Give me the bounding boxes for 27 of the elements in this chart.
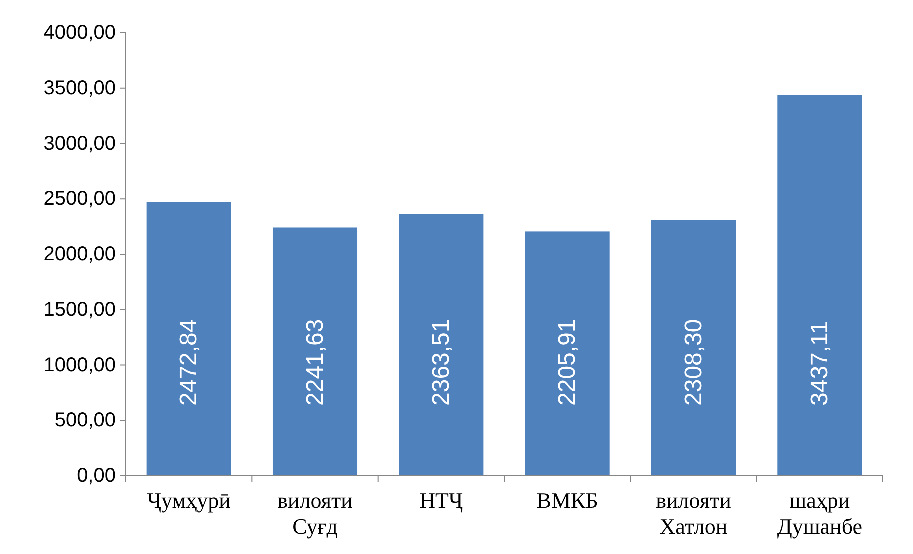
x-tick-label: ВМКБ	[536, 488, 598, 513]
x-tick-label: вилояти Суғд	[278, 488, 354, 539]
x-tick-label: вилояти Хатлон	[656, 488, 732, 539]
bar	[525, 232, 610, 476]
y-tick-label: 1500,00	[44, 298, 116, 321]
y-tick-label: 4000,00	[44, 22, 116, 44]
bar	[146, 202, 232, 476]
data-label: 2308,30	[680, 319, 708, 406]
bar	[651, 220, 736, 476]
y-tick-label: 2000,00	[44, 244, 116, 266]
bar	[778, 95, 862, 476]
data-label: 2241,63	[302, 319, 329, 406]
data-label: 2205,91	[554, 319, 582, 406]
x-tick-label: Ҷумҳурӣ	[147, 488, 232, 513]
data-label: 2363,51	[428, 319, 455, 406]
bar	[399, 214, 484, 476]
data-label: 3437,11	[806, 321, 834, 406]
x-tick-label: шаҳри Душанбе	[777, 488, 862, 539]
x-tick-label: НТҶ	[420, 488, 464, 513]
data-label: 2472,84	[176, 319, 203, 406]
y-tick-label: 3000,00	[44, 132, 116, 155]
bar	[272, 228, 358, 476]
y-tick-label: 500,00	[54, 410, 116, 432]
y-tick-label: 3500,00	[44, 77, 116, 100]
y-tick-label: 2500,00	[44, 188, 116, 210]
y-tick-label: 0,00	[77, 465, 116, 487]
y-tick-label: 1000,00	[44, 354, 116, 376]
